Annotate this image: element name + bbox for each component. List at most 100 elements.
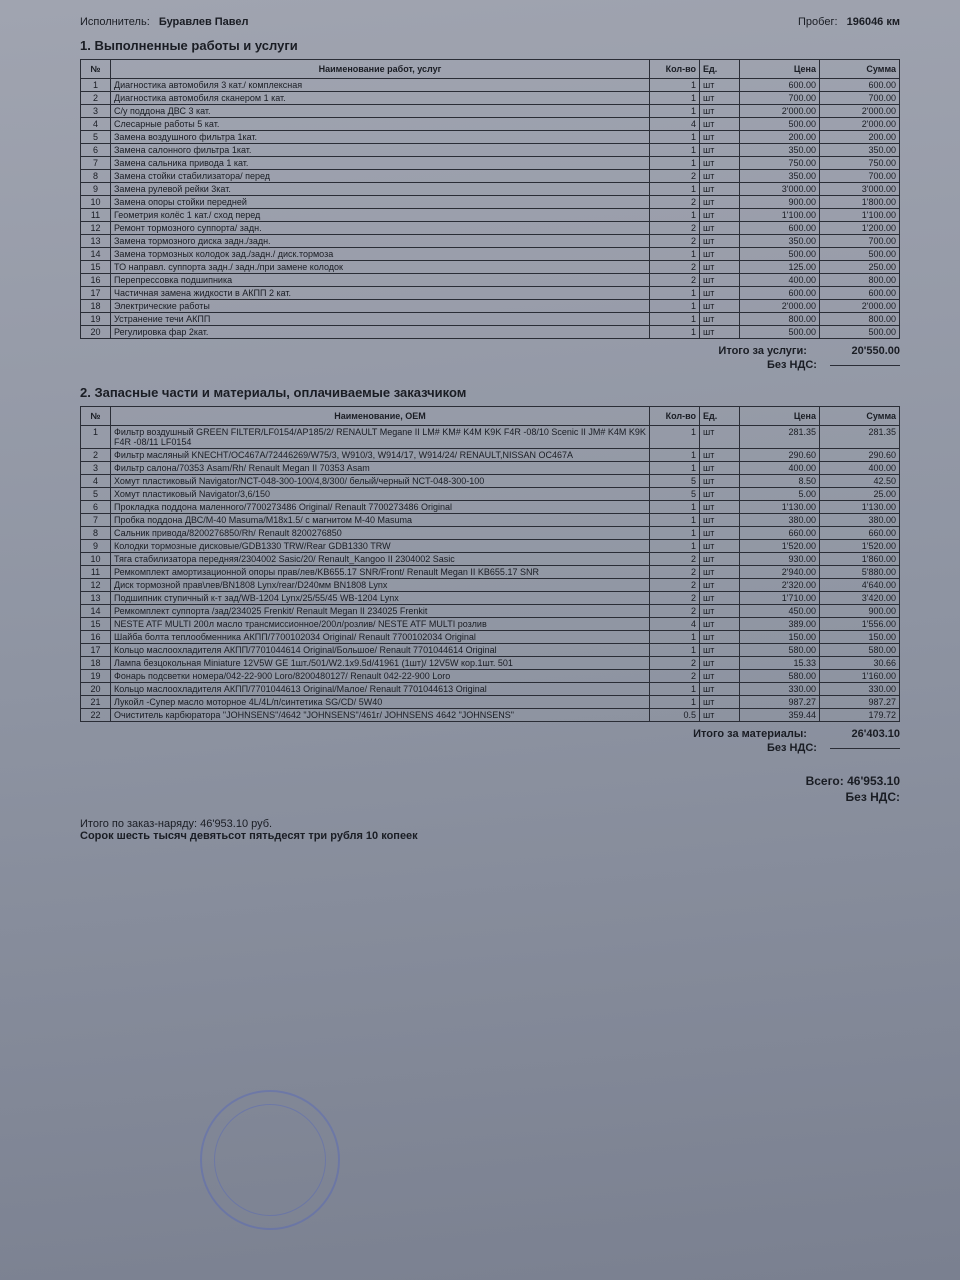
cell-qty: 4 xyxy=(650,118,700,131)
cell-unit: шт xyxy=(700,235,740,248)
cell-num: 3 xyxy=(81,462,111,475)
table-row: 19Фонарь подсветки номера/042-22-900 Lor… xyxy=(81,670,900,683)
cell-price: 359.44 xyxy=(740,709,820,722)
cell-sum: 600.00 xyxy=(820,79,900,92)
cell-price: 1'520.00 xyxy=(740,540,820,553)
cell-price: 5.00 xyxy=(740,488,820,501)
cell-qty: 2 xyxy=(650,274,700,287)
cell-unit: шт xyxy=(700,313,740,326)
cell-name: Прокладка поддона маленного/7700273486 O… xyxy=(111,501,650,514)
cell-price: 3'000.00 xyxy=(740,183,820,196)
table-row: 9Колодки тормозные дисковые/GDB1330 TRW/… xyxy=(81,540,900,553)
cell-qty: 1 xyxy=(650,144,700,157)
grand-total-label: Всего: xyxy=(806,774,844,788)
table-row: 7Замена сальника привода 1 кат.1шт750.00… xyxy=(81,157,900,170)
services-header-row: № Наименование работ, услуг Кол-во Ед. Ц… xyxy=(81,60,900,79)
cell-num: 14 xyxy=(81,605,111,618)
table-row: 6Замена салонного фильтра 1кат.1шт350.00… xyxy=(81,144,900,157)
cell-qty: 1 xyxy=(650,105,700,118)
cell-name: Очиститель карбюратора "JOHNSENS"/4642 "… xyxy=(111,709,650,722)
table-row: 4Хомут пластиковый Navigator/NCT-048-300… xyxy=(81,475,900,488)
cell-num: 6 xyxy=(81,144,111,157)
executor-label: Исполнитель: xyxy=(80,16,150,28)
cell-num: 1 xyxy=(81,79,111,92)
cell-name: Лукойл -Супер масло моторное 4L/4L/п/син… xyxy=(111,696,650,709)
table-row: 9Замена рулевой рейки 3кат.1шт3'000.003'… xyxy=(81,183,900,196)
cell-name: Фильтр воздушный GREEN FILTER/LF0154/AP1… xyxy=(111,426,650,449)
cell-qty: 2 xyxy=(650,657,700,670)
cell-sum: 800.00 xyxy=(820,274,900,287)
cell-num: 20 xyxy=(81,326,111,339)
mileage-value: 196046 км xyxy=(847,16,900,28)
cell-unit: шт xyxy=(700,514,740,527)
cell-sum: 500.00 xyxy=(820,326,900,339)
table-row: 3Фильтр салона/70353 Asam/Rh/ Renault Me… xyxy=(81,462,900,475)
cell-name: Шайба болта теплообменника АКПП/77001020… xyxy=(111,631,650,644)
cell-qty: 5 xyxy=(650,475,700,488)
cell-name: Кольцо маслоохладителя АКПП/7701044614 O… xyxy=(111,644,650,657)
cell-unit: шт xyxy=(700,488,740,501)
cell-name: Электрические работы xyxy=(111,300,650,313)
cell-qty: 1 xyxy=(650,79,700,92)
col-qty: Кол-во xyxy=(650,60,700,79)
cell-name: Замена салонного фильтра 1кат. xyxy=(111,144,650,157)
cell-qty: 1 xyxy=(650,540,700,553)
cell-unit: шт xyxy=(700,274,740,287)
cell-price: 500.00 xyxy=(740,326,820,339)
cell-name: Замена стойки стабилизатора/ перед xyxy=(111,170,650,183)
parts-total-label: Итого за материалы: xyxy=(693,728,807,740)
document-page: Исполнитель: Буравлев Павел Пробег: 1960… xyxy=(0,0,960,1280)
table-row: 21Лукойл -Супер масло моторное 4L/4L/п/с… xyxy=(81,696,900,709)
cell-price: 600.00 xyxy=(740,287,820,300)
cell-sum: 1'556.00 xyxy=(820,618,900,631)
col-qty: Кол-во xyxy=(650,407,700,426)
cell-unit: шт xyxy=(700,670,740,683)
cell-qty: 1 xyxy=(650,426,700,449)
cell-unit: шт xyxy=(700,449,740,462)
cell-unit: шт xyxy=(700,209,740,222)
cell-name: ТО направл. суппорта задн./ задн./при за… xyxy=(111,261,650,274)
cell-qty: 2 xyxy=(650,235,700,248)
cell-price: 125.00 xyxy=(740,261,820,274)
table-row: 16Шайба болта теплообменника АКПП/770010… xyxy=(81,631,900,644)
cell-unit: шт xyxy=(700,92,740,105)
cell-price: 1'130.00 xyxy=(740,501,820,514)
cell-num: 18 xyxy=(81,300,111,313)
cell-unit: шт xyxy=(700,157,740,170)
cell-price: 500.00 xyxy=(740,118,820,131)
cell-qty: 1 xyxy=(650,449,700,462)
table-row: 1Диагностика автомобиля 3 кат./ комплекс… xyxy=(81,79,900,92)
cell-sum: 700.00 xyxy=(820,235,900,248)
cell-num: 12 xyxy=(81,579,111,592)
cell-qty: 1 xyxy=(650,696,700,709)
cell-unit: шт xyxy=(700,118,740,131)
cell-price: 380.00 xyxy=(740,514,820,527)
services-totals: Итого за услуги: 20'550.00 Без НДС: xyxy=(80,345,900,371)
cell-num: 19 xyxy=(81,313,111,326)
col-sum: Сумма xyxy=(820,407,900,426)
cell-unit: шт xyxy=(700,592,740,605)
cell-num: 4 xyxy=(81,475,111,488)
cell-unit: шт xyxy=(700,261,740,274)
mileage: Пробег: 196046 км xyxy=(798,16,900,28)
parts-table: № Наименование, OEM Кол-во Ед. Цена Сумм… xyxy=(80,406,900,722)
cell-num: 10 xyxy=(81,196,111,209)
cell-num: 9 xyxy=(81,183,111,196)
cell-name: Геометрия колёс 1 кат./ сход перед xyxy=(111,209,650,222)
table-row: 6Прокладка поддона маленного/7700273486 … xyxy=(81,501,900,514)
cell-unit: шт xyxy=(700,683,740,696)
executor: Исполнитель: Буравлев Павел xyxy=(80,16,249,28)
cell-name: Ремкомплект амортизационной опоры прав/л… xyxy=(111,566,650,579)
cell-price: 580.00 xyxy=(740,670,820,683)
cell-name: Фильтр масляный KNECHT/OC467A/72446269/W… xyxy=(111,449,650,462)
cell-price: 700.00 xyxy=(740,92,820,105)
cell-unit: шт xyxy=(700,566,740,579)
cell-sum: 42.50 xyxy=(820,475,900,488)
table-row: 12Ремонт тормозного суппорта/ задн.2шт60… xyxy=(81,222,900,235)
cell-unit: шт xyxy=(700,696,740,709)
cell-unit: шт xyxy=(700,79,740,92)
cell-num: 20 xyxy=(81,683,111,696)
cell-sum: 1'800.00 xyxy=(820,196,900,209)
cell-unit: шт xyxy=(700,287,740,300)
cell-sum: 500.00 xyxy=(820,248,900,261)
